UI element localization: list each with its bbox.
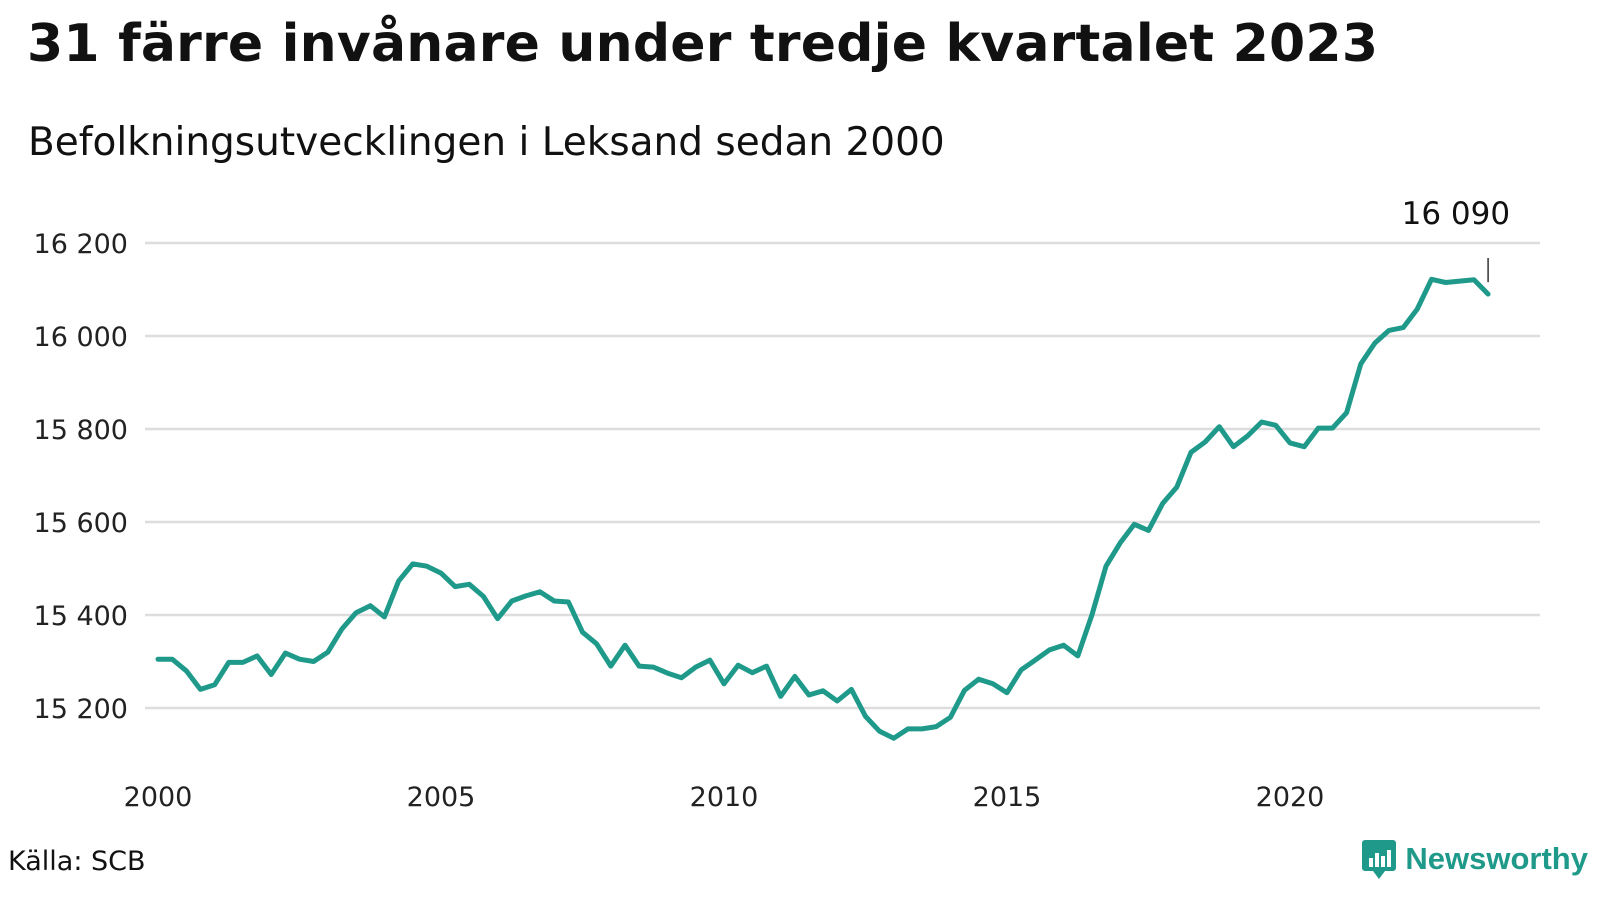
chart-subtitle: Befolkningsutvecklingen i Leksand sedan … xyxy=(28,120,945,165)
x-tick-label: 2020 xyxy=(1256,782,1325,813)
y-tick-label: 15 200 xyxy=(34,694,128,725)
x-tick-label: 2010 xyxy=(690,782,759,813)
chart-title: 31 färre invånare under tredje kvartalet… xyxy=(27,14,1379,74)
end-value-label: 16 090 xyxy=(1402,196,1510,232)
y-tick-label: 16 200 xyxy=(34,229,128,260)
end-annotation: 16 090 xyxy=(1402,196,1510,283)
y-axis-labels: 15 200 15 400 15 600 15 800 16 000 16 200 xyxy=(34,229,128,725)
source-label: Källa: SCB xyxy=(8,846,146,877)
y-tick-label: 16 000 xyxy=(34,322,128,353)
y-tick-label: 15 400 xyxy=(34,601,128,632)
y-tick-label: 15 600 xyxy=(34,508,128,539)
grid-lines xyxy=(145,241,1540,710)
x-tick-label: 2000 xyxy=(124,782,193,813)
x-tick-label: 2015 xyxy=(973,782,1042,813)
brand-name: Newsworthy xyxy=(1405,841,1588,876)
series-line-0 xyxy=(155,276,1491,741)
series xyxy=(155,276,1491,741)
y-tick-label: 15 800 xyxy=(34,415,128,446)
newsworthy-logo-icon xyxy=(1362,840,1397,879)
x-tick-label: 2005 xyxy=(407,782,476,813)
x-axis-labels: 2000 2005 2010 2015 2020 xyxy=(124,782,1325,813)
brand-logo-group[interactable]: Newsworthy xyxy=(1361,838,1588,880)
